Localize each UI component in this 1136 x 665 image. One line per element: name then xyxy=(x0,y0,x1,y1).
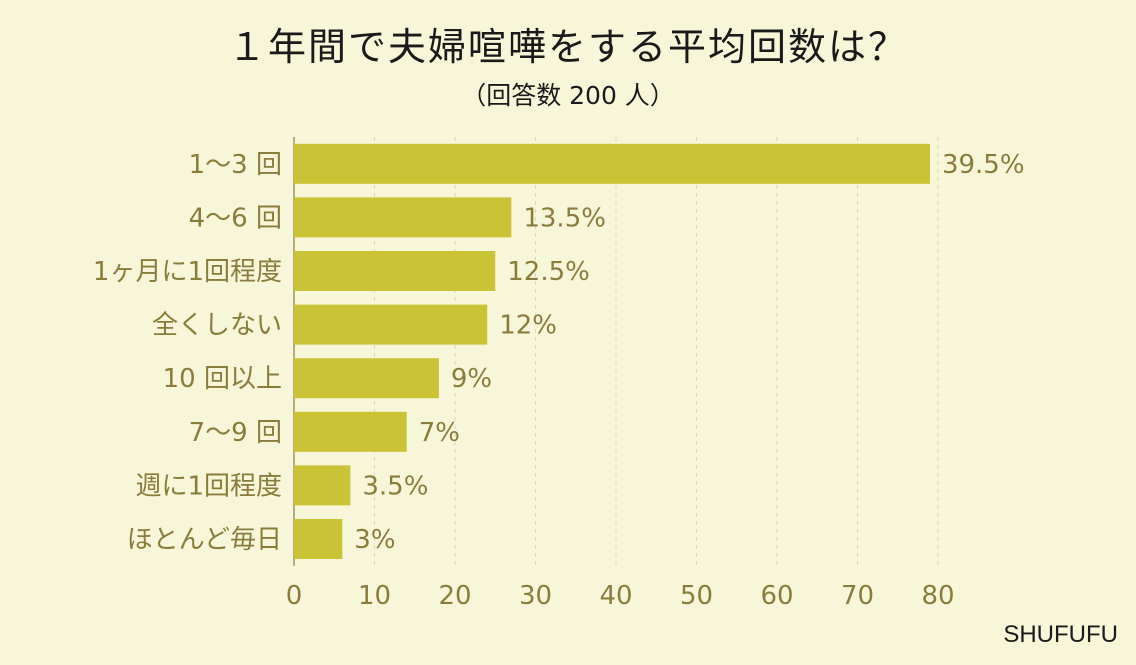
bar xyxy=(294,197,512,238)
data-label: 12% xyxy=(499,311,557,341)
data-label: 3.5% xyxy=(362,471,428,501)
data-label: 3% xyxy=(354,525,395,555)
data-label: 13.5% xyxy=(523,203,606,233)
bar xyxy=(294,358,439,399)
data-label: 12.5% xyxy=(507,257,590,287)
x-tick-label: 80 xyxy=(921,581,954,611)
category-label: 10 回以上 xyxy=(163,364,282,394)
category-label: 全くしない xyxy=(152,311,282,341)
bar xyxy=(294,465,351,506)
x-tick-label: 0 xyxy=(286,581,303,611)
category-label: 週に1回程度 xyxy=(135,471,282,501)
chart-subtitle: （回答数 200 人） xyxy=(461,81,675,110)
x-tick-label: 50 xyxy=(680,581,713,611)
data-label: 39.5% xyxy=(942,150,1025,180)
category-label: 7〜9 回 xyxy=(189,418,282,448)
x-tick-label: 70 xyxy=(841,581,874,611)
data-label: 9% xyxy=(451,364,492,394)
x-tick-label: 60 xyxy=(760,581,793,611)
bar xyxy=(294,411,407,452)
category-label: 1〜3 回 xyxy=(189,150,282,180)
bar xyxy=(294,251,496,291)
x-tick-label: 20 xyxy=(438,581,471,611)
x-tick-label: 30 xyxy=(519,581,552,611)
x-tick-label: 40 xyxy=(599,581,632,611)
category-label: 4〜6 回 xyxy=(189,203,282,233)
brand-logo: SHUFUFU xyxy=(1003,621,1118,648)
chart-title: １年間で夫婦喧嘩をする平均回数は？ xyxy=(227,25,908,69)
bar xyxy=(294,519,343,559)
category-label: 1ヶ月に1回程度 xyxy=(93,257,282,287)
bar xyxy=(294,304,488,345)
category-label: ほとんど毎日 xyxy=(127,525,282,555)
x-tick-label: 10 xyxy=(358,581,391,611)
data-label: 7% xyxy=(419,418,460,448)
bar xyxy=(294,143,930,184)
